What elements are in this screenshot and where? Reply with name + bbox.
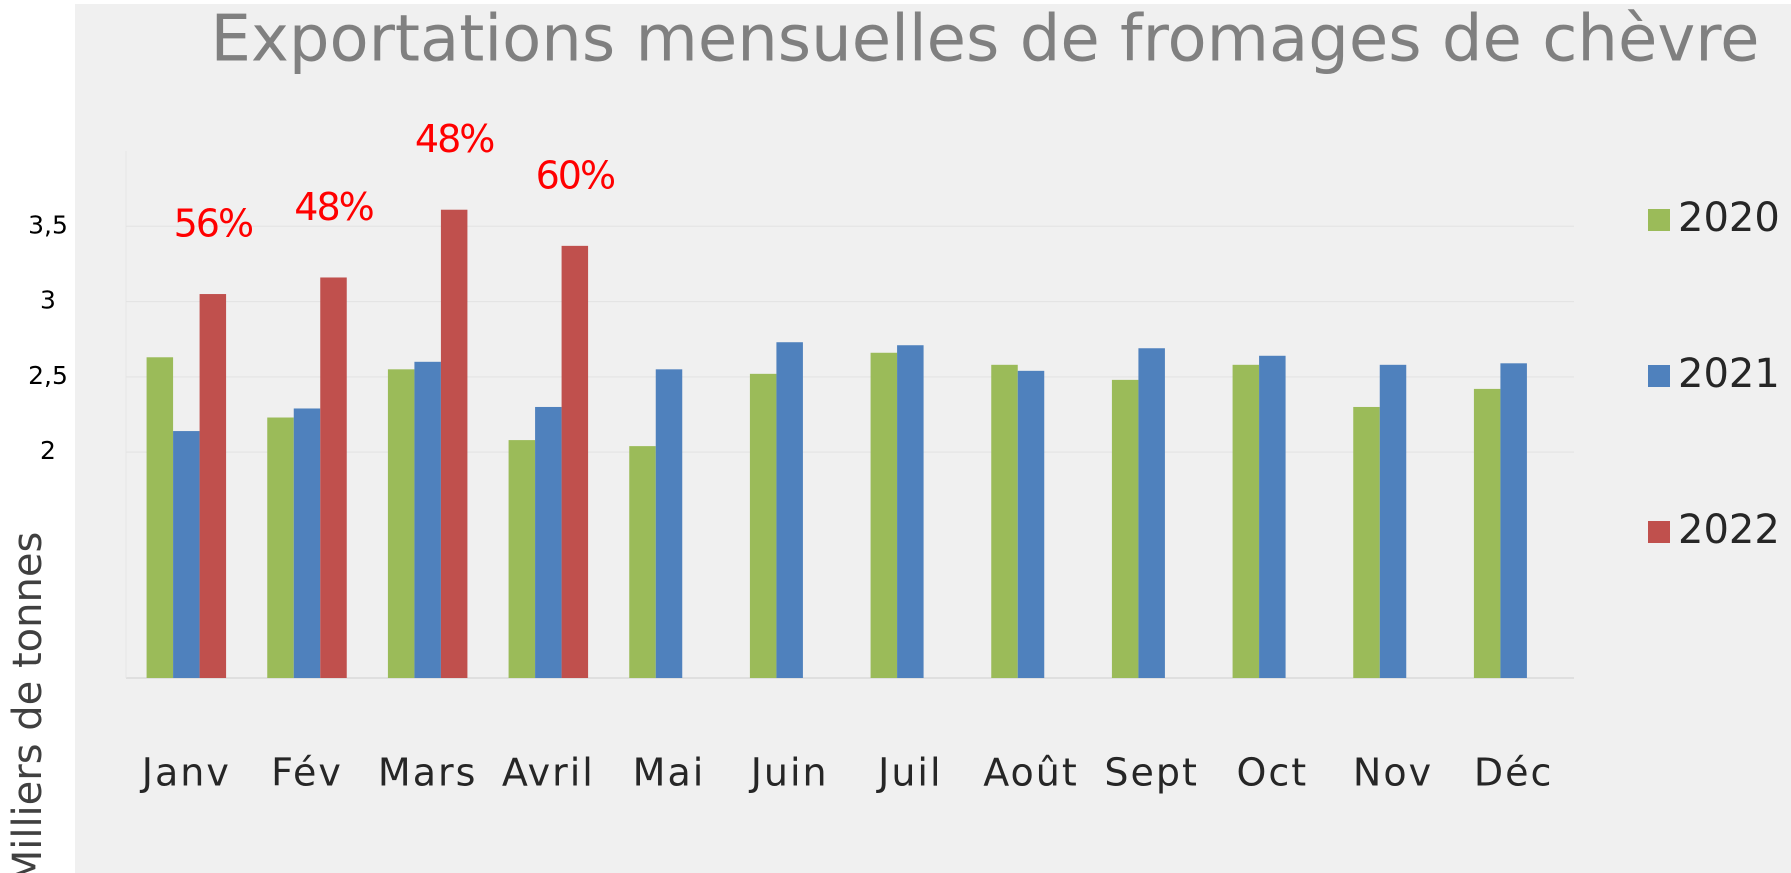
bar <box>655 369 683 678</box>
x-tick-label: Fév <box>271 751 343 795</box>
bar <box>1232 364 1260 678</box>
y-tick-label: 3,5 <box>28 210 68 239</box>
bar <box>561 245 589 679</box>
bar <box>870 352 898 678</box>
legend-swatch <box>1648 365 1670 387</box>
x-tick-label: Avril <box>502 751 595 795</box>
bar <box>629 446 656 678</box>
y-tick-label: 2,5 <box>28 361 68 390</box>
legend-swatch <box>1648 521 1670 543</box>
annotation: 56% <box>174 202 253 246</box>
bar <box>749 373 777 678</box>
legend-label: 2020 <box>1678 195 1780 241</box>
bar <box>1138 348 1165 678</box>
bar <box>776 342 803 678</box>
x-tick-label: Août <box>983 751 1079 795</box>
y-tick-label: 3 <box>40 286 56 315</box>
bar <box>320 277 347 678</box>
bar <box>440 209 468 679</box>
x-tick-label: Sept <box>1104 751 1199 795</box>
x-tick-label: Juin <box>749 751 829 795</box>
bar <box>535 406 562 678</box>
annotation: 48% <box>415 117 494 161</box>
bar <box>414 361 441 678</box>
bar <box>508 440 536 678</box>
x-tick-label: Mai <box>633 751 706 795</box>
x-tick-label: Déc <box>1474 751 1554 795</box>
x-tick-label: Oct <box>1236 751 1308 795</box>
x-tick-label: Mars <box>378 751 478 795</box>
legend-swatch <box>1648 209 1670 231</box>
bar <box>1473 388 1501 678</box>
x-tick-label: Nov <box>1353 751 1433 795</box>
bar <box>199 294 227 678</box>
bar <box>1379 364 1407 678</box>
bar <box>1259 355 1286 678</box>
legend-label: 2022 <box>1678 507 1780 553</box>
bar <box>293 408 321 678</box>
bar <box>267 417 294 678</box>
legend-label: 2021 <box>1678 351 1780 397</box>
x-tick-label: Janv <box>140 751 231 795</box>
annotation: 48% <box>294 185 373 229</box>
bar <box>1500 363 1527 678</box>
bar <box>991 364 1018 678</box>
x-tick-label: Juil <box>876 751 942 795</box>
bar <box>897 345 924 678</box>
bar <box>1353 406 1380 678</box>
bar <box>387 369 415 678</box>
bar <box>1017 370 1045 678</box>
y-tick-label: 2 <box>40 436 56 465</box>
bar <box>146 357 174 678</box>
bar <box>173 431 200 678</box>
bar <box>1111 379 1139 678</box>
annotation: 60% <box>536 153 615 197</box>
y-axis-label: Milliers de tonnes <box>5 532 51 873</box>
chart-title: Exportations mensuelles de fromages de c… <box>211 3 1760 77</box>
